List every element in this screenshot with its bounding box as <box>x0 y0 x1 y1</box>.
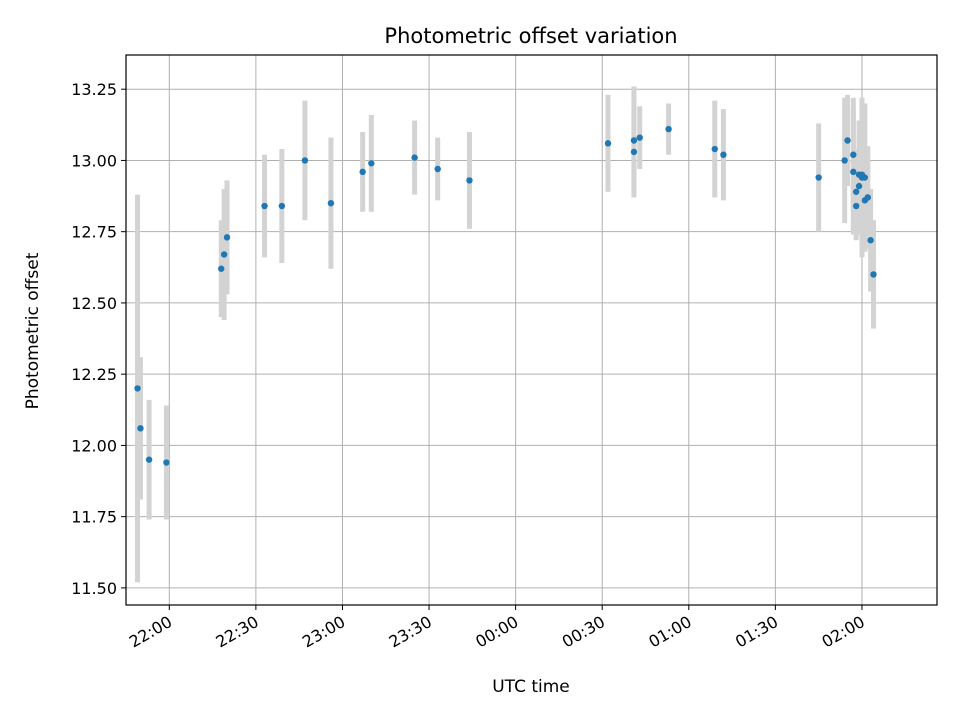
data-point <box>327 199 335 207</box>
y-axis: 11.50 11.75 12.00 12.25 12.50 12.75 13.00 13.25 <box>71 80 126 598</box>
data-point <box>359 168 366 176</box>
data-point <box>852 202 860 210</box>
y-tick-label: 13.00 <box>71 151 117 170</box>
y-tick-label: 13.25 <box>71 80 117 99</box>
y-tick-label: 12.50 <box>71 294 117 313</box>
data-point <box>855 182 863 190</box>
data-point <box>870 271 877 278</box>
data-point <box>867 237 874 244</box>
data-point <box>145 456 153 463</box>
data-point <box>861 174 869 181</box>
y-tick-label: 11.75 <box>71 508 117 527</box>
data-points <box>134 125 877 466</box>
plot-frame <box>125 54 938 606</box>
data-point <box>134 385 141 392</box>
data-point <box>630 137 638 144</box>
grid <box>126 55 937 605</box>
y-tick-label: 12.25 <box>71 365 117 384</box>
data-point <box>278 202 286 210</box>
data-point <box>218 265 225 272</box>
data-point <box>711 145 718 153</box>
y-tick-label: 12.75 <box>71 223 117 242</box>
y-axis-title: Photometric offset <box>23 252 43 409</box>
data-point <box>720 151 727 158</box>
data-point <box>864 194 871 201</box>
data-point <box>220 251 228 258</box>
data-point <box>137 425 144 432</box>
data-point <box>852 188 860 195</box>
data-point <box>850 168 857 176</box>
data-point <box>466 177 473 184</box>
data-point <box>850 151 857 158</box>
data-point <box>630 148 638 156</box>
data-point <box>844 137 851 144</box>
data-point <box>163 459 170 466</box>
data-point <box>815 174 822 181</box>
data-point <box>223 234 231 241</box>
chart-title: Photometric offset variation <box>384 24 677 48</box>
y-tick-label: 11.50 <box>71 579 117 598</box>
data-point <box>261 202 268 210</box>
y-tick-label: 12.00 <box>71 436 117 455</box>
data-point <box>368 160 375 167</box>
data-point <box>665 125 672 133</box>
data-point <box>434 165 441 173</box>
data-point <box>301 157 309 164</box>
data-point <box>636 134 643 141</box>
data-point <box>841 157 848 164</box>
x-axis-title: UTC time <box>492 677 570 697</box>
data-point <box>604 140 612 147</box>
data-point <box>411 154 418 161</box>
